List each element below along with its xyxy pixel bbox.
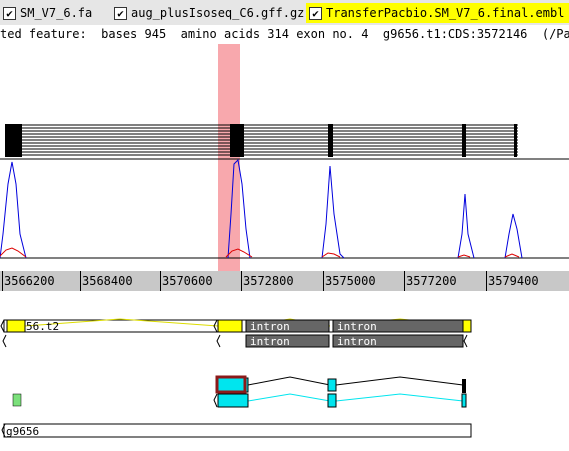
coverage-peak <box>0 247 27 258</box>
transcript-label: 56.t2 <box>26 320 59 333</box>
read-block <box>5 124 22 157</box>
coverage-peak <box>321 252 341 258</box>
small-feature-block[interactable] <box>12 393 22 407</box>
tab-label: SM_V7_6.fa <box>20 6 93 20</box>
checkbox-icon[interactable]: ✔ <box>3 6 16 20</box>
strand-arrow-icon <box>213 393 218 408</box>
ruler-label: 3575000 <box>325 274 376 288</box>
intron-label: intron <box>337 335 377 348</box>
ruler-tick <box>404 271 405 291</box>
coverage-peak <box>0 161 27 259</box>
ruler-label: 3579400 <box>488 274 539 288</box>
strand-arrow-icon <box>216 334 221 348</box>
connector-line <box>247 393 331 402</box>
selection-highlight <box>218 44 240 271</box>
ruler-tick <box>486 271 487 291</box>
cds-block[interactable] <box>461 393 467 408</box>
checkbox-icon[interactable]: ✔ <box>309 6 322 20</box>
strand-arrow-icon <box>1 423 6 438</box>
feature-view-panel[interactable]: 56.t2 intron intron intron intron g9656 <box>0 291 569 451</box>
tab-aug-plusisoseq[interactable]: ✔ aug_plusIsoseq_C6.gff.gz <box>111 3 304 23</box>
strand-arrow-icon <box>0 319 5 333</box>
gene-feature-bar[interactable] <box>3 423 472 438</box>
cds-block[interactable] <box>327 378 337 392</box>
read-stack[interactable] <box>5 124 518 156</box>
ruler-label: 3570600 <box>162 274 213 288</box>
connector-line <box>247 376 331 386</box>
ruler-tick <box>80 271 81 291</box>
strand-arrow-icon <box>2 334 7 348</box>
tab-label: TransferPacbio.SM_V7_6.final.embl <box>326 6 565 20</box>
coverage-peak <box>504 253 520 258</box>
coverage-track-red <box>0 247 520 258</box>
read-block <box>328 124 333 157</box>
intron-block[interactable] <box>332 334 464 348</box>
intron-label: intron <box>250 320 290 333</box>
cds-block-selected[interactable] <box>6 319 26 333</box>
ruler-label: 3568400 <box>82 274 133 288</box>
connector-line <box>335 393 464 402</box>
file-tab-bar: ✔ SM_V7_6.fa ✔ aug_plusIsoseq_C6.gff.gz … <box>0 0 569 25</box>
intron-label: intron <box>337 320 377 333</box>
connector-line <box>335 376 464 386</box>
cds-block-selected[interactable] <box>217 319 243 333</box>
read-block <box>462 124 466 157</box>
cds-block[interactable] <box>217 393 249 408</box>
coverage-peak <box>227 158 251 259</box>
ruler-tick <box>2 271 3 291</box>
exon-connectors-black <box>247 376 464 386</box>
gene-label: g9656 <box>6 425 39 438</box>
coverage-peak <box>457 193 475 259</box>
ruler-tick <box>160 271 161 291</box>
cds-block[interactable] <box>462 379 466 393</box>
tab-transferpacbio-embl[interactable]: ✔ TransferPacbio.SM_V7_6.final.embl <box>306 3 569 23</box>
intron-label: intron <box>250 335 290 348</box>
coverage-peak <box>457 254 471 258</box>
connector-line <box>24 318 219 327</box>
intron-block[interactable] <box>245 334 330 348</box>
ruler-tick <box>241 271 242 291</box>
coverage-peak <box>321 165 345 259</box>
coordinate-ruler[interactable]: 3566200 3568400 3570600 3572800 3575000 … <box>0 271 569 291</box>
coverage-track-blue <box>0 158 523 259</box>
ruler-label: 3572800 <box>243 274 294 288</box>
exon-connectors-cyan <box>247 393 464 402</box>
selected-feature-status: ted feature: bases 945 amino acids 314 e… <box>0 27 569 41</box>
tab-sm-v7-6-fa[interactable]: ✔ SM_V7_6.fa <box>0 3 92 23</box>
ruler-tick <box>323 271 324 291</box>
strand-arrow-icon <box>213 319 218 333</box>
cds-block[interactable] <box>327 393 337 408</box>
coverage-peak <box>504 213 523 259</box>
coverage-peak <box>225 248 253 258</box>
ruler-label: 3577200 <box>406 274 457 288</box>
intron-block[interactable] <box>245 319 330 333</box>
read-blocks <box>5 124 517 157</box>
selected-cds-outline <box>215 375 247 394</box>
ruler-label: 3566200 <box>4 274 55 288</box>
bam-view-panel[interactable] <box>0 44 569 271</box>
tab-label: aug_plusIsoseq_C6.gff.gz <box>131 6 305 20</box>
read-block <box>514 124 517 157</box>
checkbox-icon[interactable]: ✔ <box>114 6 127 20</box>
intron-block[interactable] <box>332 319 464 333</box>
strand-arrow-icon <box>463 334 468 348</box>
read-block <box>230 124 244 157</box>
